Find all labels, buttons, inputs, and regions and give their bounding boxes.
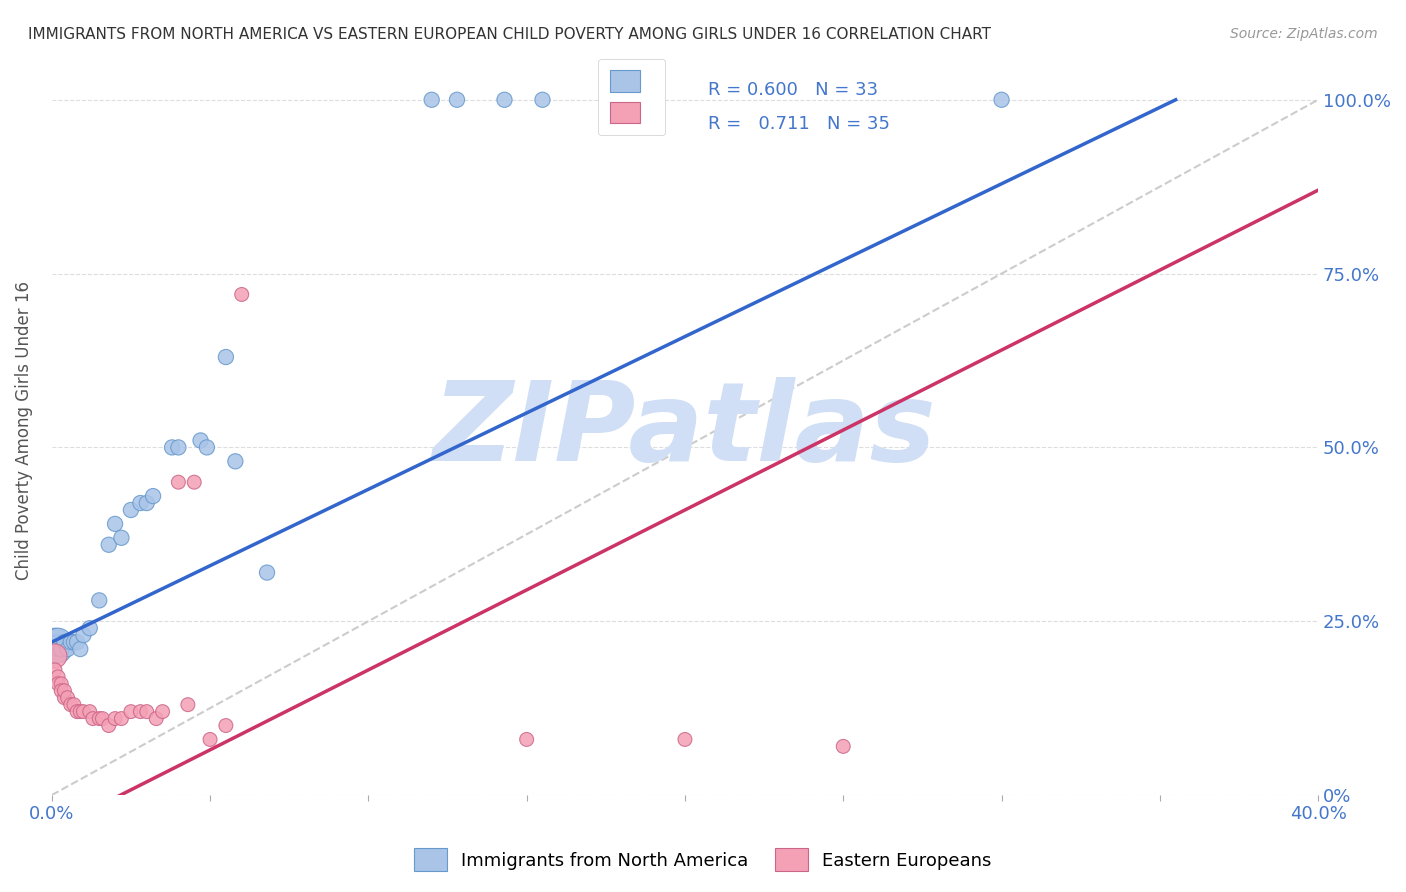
Point — [420, 93, 443, 107]
Point — [167, 475, 190, 490]
Point — [673, 732, 696, 747]
Point — [97, 718, 120, 732]
Point — [167, 441, 190, 455]
Point — [256, 566, 278, 580]
Point — [190, 434, 212, 448]
Point — [104, 516, 127, 531]
Legend: , : , — [599, 59, 665, 135]
Point — [66, 705, 89, 719]
Point — [53, 683, 76, 698]
Point — [46, 670, 69, 684]
Point — [51, 642, 73, 657]
Point — [832, 739, 855, 754]
Point — [89, 712, 111, 726]
Point — [195, 441, 218, 455]
Point — [183, 475, 205, 490]
Text: Source: ZipAtlas.com: Source: ZipAtlas.com — [1230, 27, 1378, 41]
Point — [79, 621, 101, 635]
Text: ZIPatlas: ZIPatlas — [433, 376, 936, 483]
Point — [66, 635, 89, 649]
Point — [82, 712, 104, 726]
Point — [72, 705, 94, 719]
Point — [104, 712, 127, 726]
Y-axis label: Child Poverty Among Girls Under 16: Child Poverty Among Girls Under 16 — [15, 280, 32, 580]
Point — [145, 712, 167, 726]
Point — [152, 705, 174, 719]
Point — [531, 93, 554, 107]
Point — [91, 712, 114, 726]
Point — [990, 93, 1012, 107]
Point — [46, 642, 69, 657]
Point — [110, 712, 132, 726]
Point — [63, 635, 86, 649]
Point — [120, 705, 142, 719]
Legend: Immigrants from North America, Eastern Europeans: Immigrants from North America, Eastern E… — [406, 841, 1000, 879]
Text: R =   0.711   N = 35: R = 0.711 N = 35 — [707, 115, 890, 133]
Point — [177, 698, 200, 712]
Point — [142, 489, 165, 503]
Point — [44, 663, 66, 677]
Point — [97, 538, 120, 552]
Point — [135, 705, 157, 719]
Text: IMMIGRANTS FROM NORTH AMERICA VS EASTERN EUROPEAN CHILD POVERTY AMONG GIRLS UNDE: IMMIGRANTS FROM NORTH AMERICA VS EASTERN… — [28, 27, 991, 42]
Point — [69, 642, 91, 657]
Point — [135, 496, 157, 510]
Point — [44, 635, 66, 649]
Point — [51, 683, 73, 698]
Point — [198, 732, 221, 747]
Point — [53, 635, 76, 649]
Point — [63, 698, 86, 712]
Point — [224, 454, 246, 468]
Point — [59, 635, 82, 649]
Point — [46, 677, 69, 691]
Point — [129, 496, 152, 510]
Point — [44, 648, 66, 663]
Point — [72, 628, 94, 642]
Point — [494, 93, 516, 107]
Point — [160, 441, 183, 455]
Point — [44, 642, 66, 657]
Point — [120, 503, 142, 517]
Point — [56, 690, 79, 705]
Point — [231, 287, 253, 301]
Point — [516, 732, 538, 747]
Point — [56, 642, 79, 657]
Point — [110, 531, 132, 545]
Point — [69, 705, 91, 719]
Point — [53, 690, 76, 705]
Point — [129, 705, 152, 719]
Point — [446, 93, 468, 107]
Point — [215, 350, 238, 364]
Text: R = 0.600   N = 33: R = 0.600 N = 33 — [707, 81, 877, 99]
Point — [89, 593, 111, 607]
Point — [51, 677, 73, 691]
Point — [46, 635, 69, 649]
Point — [215, 718, 238, 732]
Point — [79, 705, 101, 719]
Point — [59, 698, 82, 712]
